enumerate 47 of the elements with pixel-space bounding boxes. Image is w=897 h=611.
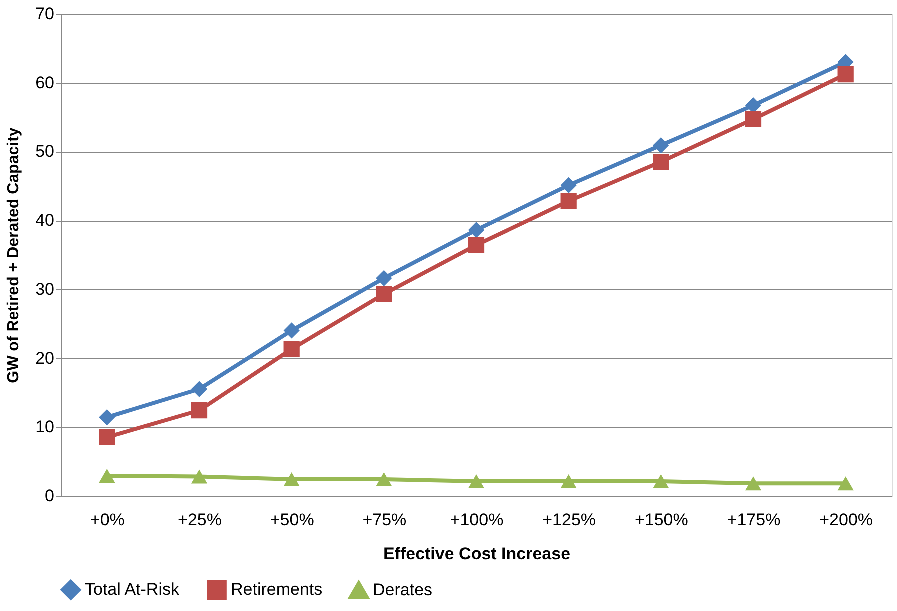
y-tick-label: 20 [36,348,54,368]
point [99,409,116,426]
point [284,341,300,358]
point [745,111,762,128]
x-tick-label: +125% [542,510,596,530]
point [653,137,670,154]
x-tick-label: +175% [727,510,781,530]
x-tick-label: +25% [178,510,222,530]
point [838,476,854,491]
y-tick-label: 0 [45,486,54,506]
point [745,476,762,491]
point [653,474,670,489]
point [468,474,485,489]
y-tick-label: 40 [36,211,54,230]
point [560,474,577,489]
y-tick-label: 30 [36,280,54,299]
point [838,66,854,83]
point [560,177,577,194]
x-tick-label: +150% [634,510,688,530]
y-tick-label: 10 [36,418,54,437]
y-axis-title: GW of Retired + Derated Capacity [6,128,23,384]
point [99,469,116,484]
point [376,472,392,486]
point [284,472,300,486]
point [468,222,485,238]
point [284,322,300,339]
point [191,402,208,419]
point [99,429,116,446]
point [468,237,485,254]
point [653,154,670,170]
point [560,193,577,210]
point [191,470,208,484]
y-tick-label: 70 [36,4,54,24]
y-tick-label: 60 [36,73,54,92]
x-axis-title: Effective Cost Increase [383,544,571,564]
x-tick-label: +50% [270,510,314,530]
x-tick-label: +200% [820,510,874,530]
legend-label: Retirements [231,580,323,600]
y-tick-label: 50 [36,142,54,162]
x-tick-label: +100% [450,510,504,530]
point [376,270,392,286]
point [376,286,392,302]
legend-label: Derates [373,580,433,600]
legend-label: Total At-Risk [85,580,180,600]
x-tick-label: +0% [90,510,125,530]
point [191,381,208,398]
x-tick-label: +75% [362,510,407,530]
